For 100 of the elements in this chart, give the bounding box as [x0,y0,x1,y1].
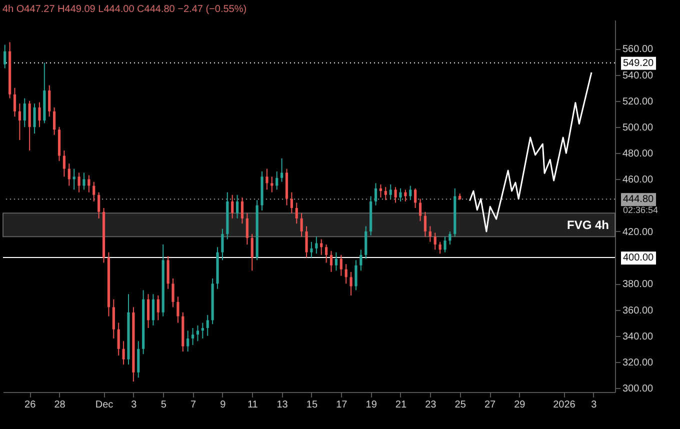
candlestick [360,249,362,272]
candlestick [186,330,190,352]
x-tick-label: Dec [95,400,114,410]
candlestick [340,254,342,276]
y-tick-label: 460.00 [622,174,654,186]
candlestick [444,236,446,253]
candlestick [48,84,51,118]
candlestick [399,188,402,202]
candlestick [88,174,90,193]
x-tick-label: 3 [591,400,598,410]
x-tick-label: 11 [247,400,258,410]
candlestick [438,241,442,254]
candlestick [315,236,318,254]
y-tick-label: 340.00 [622,331,654,342]
x-tick-label: 25 [454,400,466,410]
candlestick [389,184,392,200]
candlestick [414,188,417,208]
x-tick-label: 15 [306,400,318,410]
y-tick-label: 320.00 [622,357,654,368]
band-label: FVG 4h [566,218,609,232]
candlestick [221,228,224,261]
candlestick [62,150,66,178]
candlestick [320,238,323,256]
x-tick-label: 2026 [553,400,576,410]
x-tick-label: 3 [131,400,138,410]
candlestick [28,100,31,152]
candlestick [23,98,26,128]
candlestick [295,202,298,224]
candlestick [82,172,86,190]
x-tick-label: 7 [190,400,196,410]
candlestick [448,230,452,246]
y-tick-label: 300.00 [622,384,654,395]
candlestick [276,170,278,190]
candlestick [92,181,96,202]
text: 02:36:54 [623,205,658,216]
y-tick-label: 500.00 [622,122,654,134]
candlestick [246,212,248,246]
candlestick [152,294,155,326]
candlestick [231,194,234,219]
candlestick [350,271,352,296]
candlestick [290,192,293,214]
candlestick [146,294,150,329]
y-tick-label: 420.00 [622,226,654,238]
candlestick [18,103,21,141]
candlestick [117,322,120,356]
x-tick-label: 19 [366,400,378,410]
candlestick [201,322,204,339]
candlestick [13,87,16,118]
candlestick [196,324,200,342]
candlestick [266,168,268,190]
candlestick [240,197,244,224]
candlestick [112,298,115,339]
candlestick [172,278,174,308]
y-tick-label: 540.00 [622,70,654,82]
x-tick-label: 27 [484,400,496,410]
x-tick-label: 28 [54,400,66,410]
x-tick-label: 9 [220,400,226,410]
candlestick [98,192,100,219]
candlestick [156,294,160,321]
candlestick [280,158,284,182]
candlestick [206,314,209,336]
candlestick [379,184,382,198]
candlestick [68,163,70,186]
y-tick-label: 520.00 [622,96,654,108]
candlestick [33,103,36,134]
candlestick [270,176,274,193]
candlestick [236,194,239,219]
candlestick [38,102,41,128]
candlestick [409,185,412,201]
candlestick [384,186,387,201]
candlestick [78,172,80,193]
candlestick [305,226,308,258]
y-tick-label: 480.00 [622,148,654,160]
candlestick [122,340,125,366]
candlestick [434,232,436,250]
candlestick [428,226,432,242]
x-tick-label: 21 [395,400,407,410]
candlestick [334,252,338,272]
candlestick [4,44,6,69]
candlestick [250,234,254,272]
candlestick [424,211,427,238]
candlestick [325,244,328,264]
candlestick [344,264,348,284]
candlestick [166,256,170,290]
candlestick [53,106,56,136]
x-tick-label: 5 [160,400,167,410]
y-tick-label: 560.00 [622,44,654,56]
candlestick [310,241,313,258]
chart-title: 4h O447.27 H449.09 L444.00 C444.80 −2.47 (−0.55%) [2,4,247,15]
y-tick-label: 380.00 [622,279,654,290]
candlestick [300,212,303,238]
candlestick [374,182,378,206]
candlestick [191,328,194,346]
candlestick [364,226,368,260]
candlestick [330,250,333,272]
candlestick [137,340,140,378]
candlestick [418,198,422,222]
candlestick [72,168,76,190]
x-tick-label: 26 [24,400,36,410]
y-tick-label: 360.00 [622,305,654,316]
